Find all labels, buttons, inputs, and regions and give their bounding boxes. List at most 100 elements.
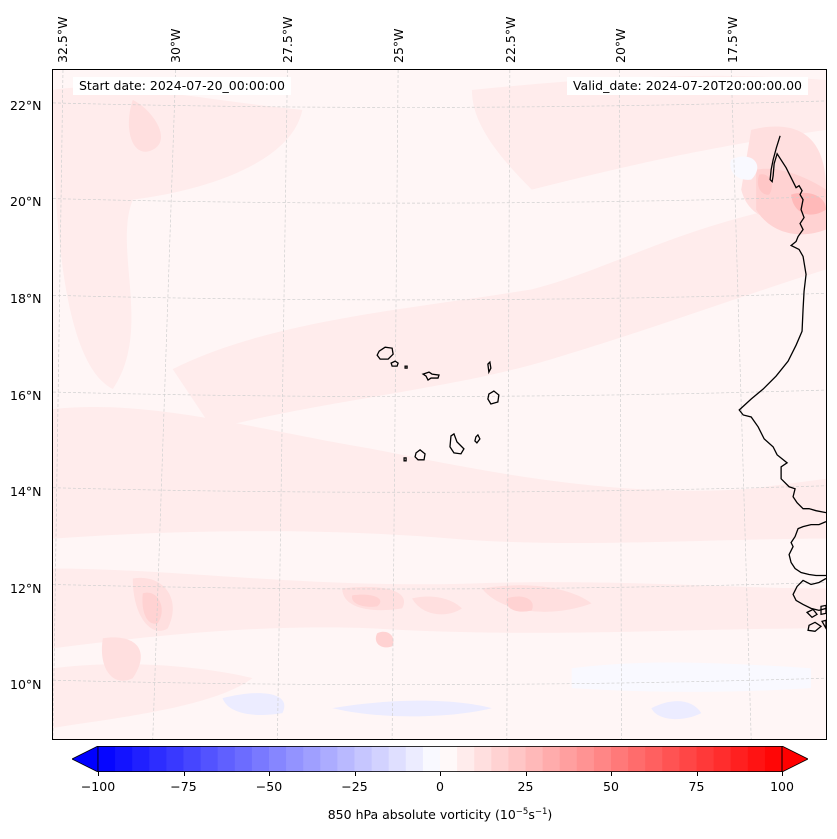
island-santo-antao [376,346,394,360]
colorbar-level [183,746,202,772]
parallel-gridline [53,485,826,493]
contour-fill-region [375,631,394,648]
colorbar-level [149,746,167,772]
colorbar-level [251,746,270,772]
contour-fill-region [756,168,826,235]
island-sao-nicolau [421,371,440,382]
colorbar-level [234,746,253,772]
colorbar-level [525,746,544,772]
colorbar-tick [354,772,356,776]
longitude-label: 22.5°W [503,16,518,63]
island-fogo [414,449,426,461]
latitude-label: 10°N [10,677,42,692]
colorbar-level [611,746,629,772]
colorbar-label: 850 hPa absolute vorticity (10−5s−1) [327,807,553,823]
coastline-africa-south [788,521,826,577]
contour-fill-region [757,174,772,195]
colorbar-tick [611,772,612,776]
colorbar-level [730,746,749,772]
colorbar-level [98,746,116,772]
colorbar-level [115,746,133,772]
colorbar-tick [98,772,99,776]
colorbar-level [371,746,390,772]
parallel-gridline [53,677,826,686]
colorbar-tick-label: −25 [341,779,368,794]
island-boa-vista [487,390,500,405]
colorbar-level [200,746,219,772]
colorbar-level [440,746,458,772]
valid-date-label: Valid_date: 2024-07-20T20:00:00.00 [566,77,808,95]
colorbar-tick-label: 100 [770,779,794,794]
contour-fill-region [53,407,826,544]
colorbar-level [542,746,561,772]
contour-fill-region [101,637,141,681]
colorbar [72,746,808,772]
colorbar-tick-label: 75 [688,779,705,794]
latitude-label: 16°N [10,388,42,403]
parallel-gridline [53,100,826,108]
contour-fill-region [332,700,492,717]
colorbar-level [696,746,715,772]
contour-fill-region [506,596,533,612]
colorbar-tick [269,772,270,776]
contour-fill-region [651,701,702,720]
contour-fill-region [128,99,162,152]
island-sal [487,360,492,375]
start-date-label: Start date: 2024-07-20_00:00:00 [73,77,291,95]
colorbar-level [457,746,475,772]
parallel-gridline [53,389,826,397]
colorbar-tick [525,772,527,776]
colorbar-level [559,746,578,772]
colorbar-level [679,746,697,772]
colorbar-tick [183,772,185,776]
colorbar-level [337,746,355,772]
colorbar-level [354,746,373,772]
colorbar-level [474,746,492,772]
colorbar-tick-label: −100 [80,779,116,794]
island-santa-luzia [404,365,408,369]
colorbar-level [662,746,680,772]
colorbar-level [217,746,236,772]
colorbar-tick-label: 0 [436,779,444,794]
coastline-guinea-bissau [792,577,826,612]
latitude-label: 14°N [10,484,42,499]
colorbar-level [405,746,424,772]
longitude-label: 30°W [168,28,183,63]
colorbar-tick-label: 25 [517,779,534,794]
contour-fill-region [222,693,285,715]
vorticity-field [53,70,826,739]
latitude-label: 18°N [10,291,42,306]
bijagos-islands [805,604,826,633]
colorbar-level [508,746,526,772]
colorbar-level [286,746,304,772]
colorbar-level [764,746,783,772]
colorbar-tick [782,772,783,776]
longitude-label: 27.5°W [280,16,295,63]
island-santiago [449,432,465,455]
colorbar-level [132,746,150,772]
island-brava [403,457,407,462]
coastlines [376,135,826,633]
colorbar-level [593,746,612,772]
meridian-gridline [53,70,64,739]
meridian-gridline [730,70,752,739]
colorbar-level [491,746,509,772]
contour-fill-region [571,662,812,692]
meridian-gridline [619,70,622,739]
coastline-africa [738,135,826,514]
contour-fill-region [791,192,826,215]
colorbar-level [303,746,321,772]
colorbar-level [645,746,663,772]
longitude-label: 32.5°W [55,16,70,63]
colorbar-extend-min [72,746,99,772]
colorbar-tick-label: −50 [255,779,283,794]
meridian-gridline [391,70,399,739]
colorbar-level [628,746,646,772]
contour-fill-region [412,596,462,615]
colorbar-level [388,746,407,772]
contour-fill-region [53,664,253,729]
parallel-gridline [53,292,826,301]
parallel-gridline [53,196,826,204]
contour-fill-region [53,87,303,390]
contour-fill-region [352,594,381,607]
